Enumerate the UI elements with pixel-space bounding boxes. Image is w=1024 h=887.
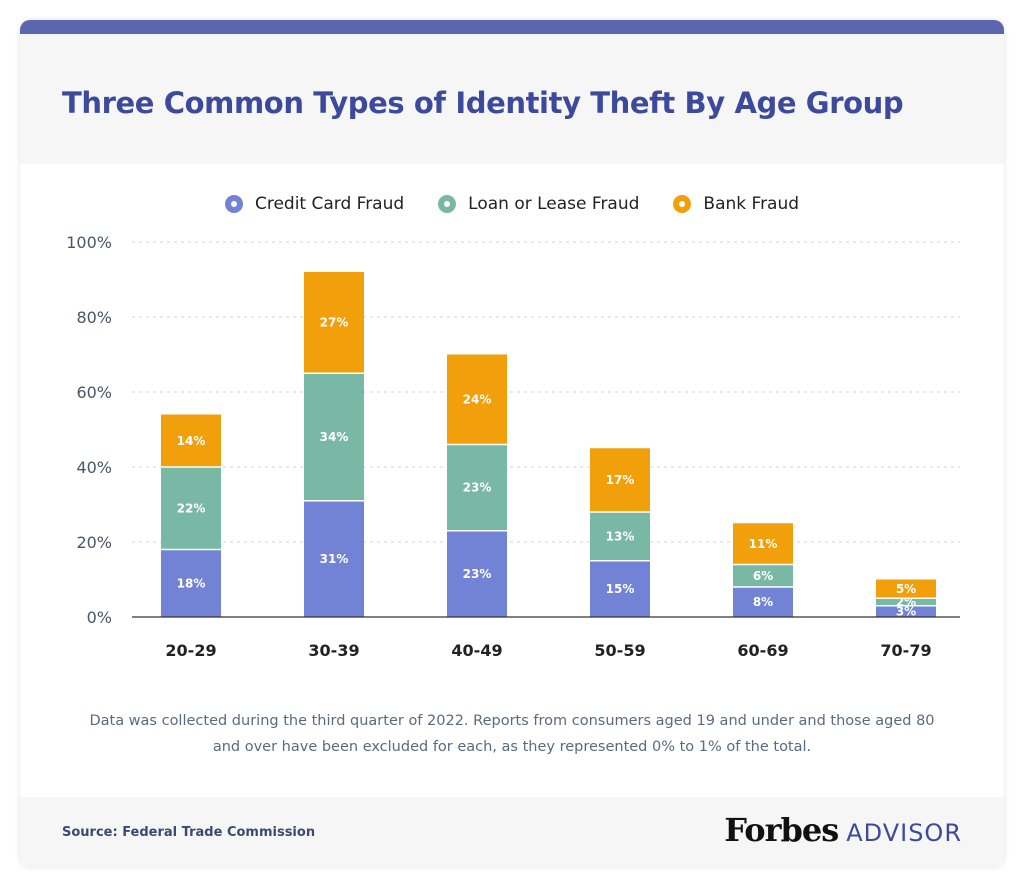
bar-segment (304, 373, 364, 501)
legend-dot-loan-lease (438, 195, 457, 213)
bar-value-label: 15% (606, 582, 635, 596)
legend: Credit Card Fraud Loan or Lease Fraud Ba… (20, 194, 1004, 214)
bar-segment (447, 530, 507, 617)
bar-value-label: 3% (896, 604, 916, 618)
y-tick-label: 80% (76, 308, 112, 327)
bar-segment (590, 448, 650, 512)
x-category-label: 20-29 (165, 641, 216, 660)
x-category-label: 50-59 (594, 641, 645, 660)
legend-label-loan-lease: Loan or Lease Fraud (468, 194, 640, 214)
bar-value-label: 31% (320, 552, 349, 566)
brand-sub-text: ADVISOR (846, 819, 962, 847)
bar-segment (590, 512, 650, 561)
y-tick-label: 0% (87, 608, 112, 627)
bar-value-label: 27% (320, 316, 349, 330)
bar-segment (304, 272, 364, 374)
x-category-label: 40-49 (451, 641, 502, 660)
legend-item-credit-card: Credit Card Fraud (224, 194, 405, 214)
infographic-card: Three Common Types of Identity Theft By … (20, 20, 1004, 867)
y-tick-label: 60% (76, 383, 112, 402)
bar-segment (733, 587, 793, 617)
chart-title: Three Common Types of Identity Theft By … (62, 86, 904, 120)
y-tick-label: 20% (76, 533, 112, 552)
forbes-advisor-logo: Forbes ADVISOR (724, 811, 962, 849)
legend-dot-bank (673, 195, 692, 213)
header: Three Common Types of Identity Theft By … (20, 34, 1004, 164)
brand-main-text: Forbes (724, 811, 839, 849)
bar-segment (590, 560, 650, 617)
bar-value-label: 34% (320, 430, 349, 444)
bar-value-label: 11% (749, 537, 778, 551)
bar-value-label: 23% (463, 481, 492, 495)
bar-segment (876, 605, 936, 617)
y-tick-label: 100% (66, 233, 112, 252)
legend-label-credit-card: Credit Card Fraud (254, 194, 405, 214)
bar-value-label: 14% (177, 434, 206, 448)
x-category-label: 70-79 (880, 641, 931, 660)
bar-segment (733, 523, 793, 565)
bar-value-label: 23% (463, 567, 492, 581)
bar-segment (447, 444, 507, 531)
legend-item-bank: Bank Fraud (673, 194, 799, 214)
x-category-label: 60-69 (737, 641, 788, 660)
bar-segment (447, 354, 507, 445)
legend-label-bank: Bank Fraud (703, 194, 800, 214)
stacked-bar-chart: 0% 20% 40% 60% 80% 100% 18% 22% 14% 20-29 31% 34% 27… (66, 233, 960, 660)
bar-segment (304, 500, 364, 617)
bar-segment (876, 598, 936, 606)
bar-value-label: 8% (753, 595, 773, 609)
x-category-label: 30-39 (308, 641, 359, 660)
data-note: Data was collected during the third quar… (89, 713, 935, 755)
bar-segment (161, 414, 221, 467)
footer: Source: Federal Trade Commission Forbes … (20, 797, 1004, 867)
y-tick-label: 40% (76, 458, 112, 477)
bar-value-label: 17% (606, 473, 635, 487)
bar-segment (733, 564, 793, 587)
bar-value-label: 13% (606, 529, 635, 543)
bar-value-label: 22% (177, 501, 206, 515)
legend-dot-credit-card (224, 195, 243, 213)
bar-value-label: 18% (177, 576, 206, 590)
top-accent-bar (20, 20, 1004, 34)
bar-segment (876, 579, 936, 599)
bar-value-label: 6% (753, 569, 773, 583)
bar-value-label: 5% (896, 582, 916, 596)
source-text: Source: Federal Trade Commission (62, 825, 316, 840)
bar-segment (161, 549, 221, 617)
bar-segment (161, 467, 221, 550)
legend-item-loan-lease: Loan or Lease Fraud (438, 194, 639, 214)
bar-value-label: 24% (463, 393, 492, 407)
